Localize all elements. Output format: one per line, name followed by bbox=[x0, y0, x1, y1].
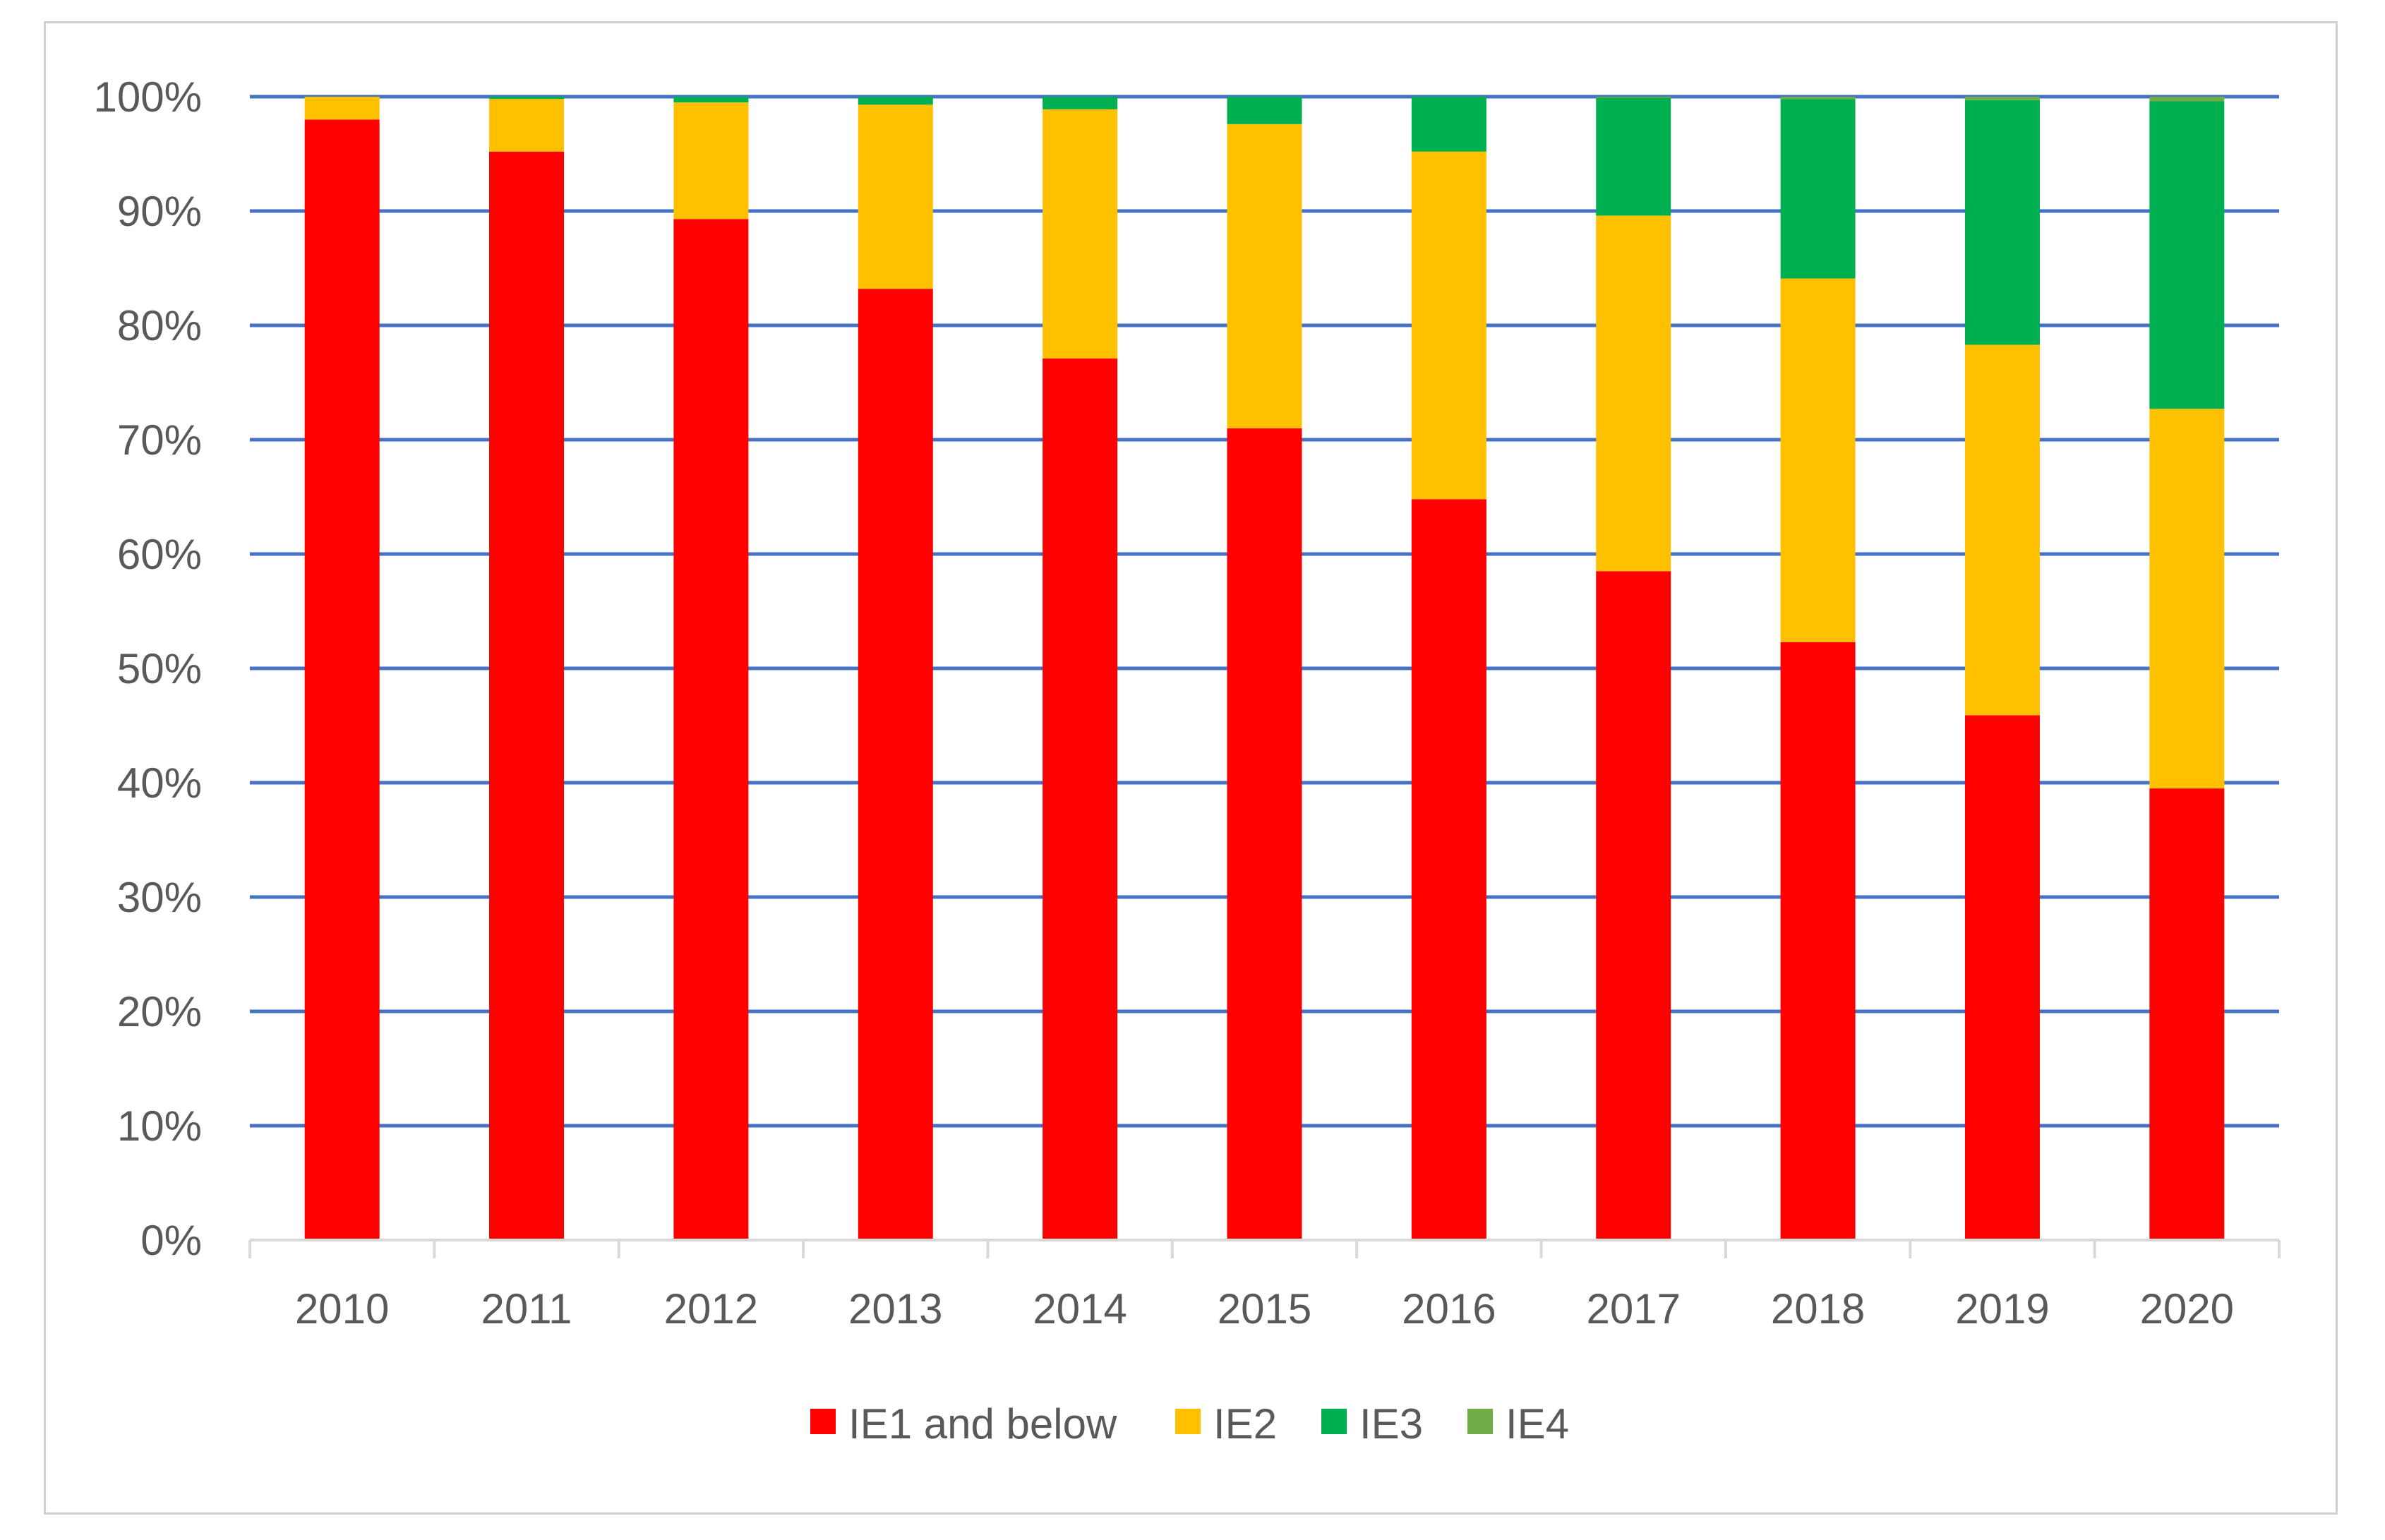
bar-segment bbox=[304, 97, 380, 120]
bar-segment bbox=[858, 289, 933, 1240]
bar-segment bbox=[1780, 99, 1856, 279]
bar-segment bbox=[1780, 97, 1856, 100]
legend-label: IE4 bbox=[1506, 1400, 1569, 1448]
x-tick-labels: 2010 2011 2012 2013 2014 2015 2016 2017 2018 2019… bbox=[295, 1285, 2234, 1333]
x-tick-label: 2020 bbox=[2140, 1285, 2234, 1333]
bar-segment bbox=[858, 104, 933, 289]
bar-segment bbox=[1043, 97, 1118, 109]
bar-segment bbox=[2149, 409, 2225, 789]
bar-segment bbox=[1043, 109, 1118, 359]
bar-segment bbox=[1227, 97, 1302, 124]
y-tick-label: 0% bbox=[140, 1217, 202, 1264]
bar-segment bbox=[1964, 344, 2040, 716]
bar-segment bbox=[673, 102, 749, 219]
legend-swatch bbox=[1175, 1409, 1201, 1434]
legend-label: IE1 and below bbox=[848, 1400, 1117, 1448]
bar-segment bbox=[489, 99, 565, 152]
bar-segment bbox=[1780, 278, 1856, 642]
bar-segment bbox=[489, 151, 565, 1240]
y-tick-label: 20% bbox=[117, 988, 202, 1035]
y-tick-label: 30% bbox=[117, 874, 202, 921]
x-tick-label: 2017 bbox=[1586, 1285, 1680, 1333]
y-tick-label: 100% bbox=[94, 73, 202, 121]
legend-label: IE3 bbox=[1359, 1400, 1423, 1448]
bar-segment bbox=[1964, 100, 2040, 345]
bar-segment bbox=[2149, 101, 2225, 409]
y-tick-label: 90% bbox=[117, 188, 202, 235]
bar-segment bbox=[2149, 97, 2225, 102]
x-tick-label: 2019 bbox=[1955, 1285, 2049, 1333]
x-tick-label: 2012 bbox=[664, 1285, 758, 1333]
bar-segment bbox=[1596, 215, 1671, 572]
bar-segment bbox=[1411, 97, 1486, 152]
y-tick-label: 60% bbox=[117, 531, 202, 578]
bar-segment bbox=[1227, 124, 1302, 428]
bar-segment bbox=[1411, 151, 1486, 500]
bar-segment bbox=[673, 97, 749, 103]
bar-segment bbox=[489, 97, 565, 100]
x-tick-label: 2013 bbox=[848, 1285, 942, 1333]
bar-segment bbox=[1780, 642, 1856, 1240]
legend-swatch bbox=[1467, 1409, 1493, 1434]
x-tick-label: 2015 bbox=[1218, 1285, 1311, 1333]
bar-segment bbox=[1964, 97, 2040, 100]
y-tick-label: 10% bbox=[117, 1102, 202, 1150]
legend-swatch bbox=[1321, 1409, 1347, 1434]
bar-segment bbox=[1227, 428, 1302, 1240]
x-tick-label: 2014 bbox=[1033, 1285, 1127, 1333]
bar-segment bbox=[1596, 97, 1671, 98]
x-tick-label: 2016 bbox=[1402, 1285, 1496, 1333]
axes bbox=[248, 1239, 2281, 1258]
y-tick-label: 50% bbox=[117, 645, 202, 692]
bar-segment bbox=[304, 119, 380, 1240]
legend: IE1 and below IE2 IE3 IE4 bbox=[810, 1400, 1569, 1448]
x-tick-label: 2011 bbox=[481, 1285, 572, 1333]
bar-segment bbox=[1043, 358, 1118, 1241]
bar-segment bbox=[2149, 788, 2225, 1240]
y-tick-label: 80% bbox=[117, 302, 202, 349]
legend-swatch bbox=[810, 1409, 836, 1434]
y-tick-labels: 0% 10% 20% 30% 40% 50% 60% 70% 80% 90% 100% bbox=[94, 73, 202, 1264]
bar-segment bbox=[1964, 715, 2040, 1240]
legend-label: IE2 bbox=[1213, 1400, 1277, 1448]
bar-segment bbox=[673, 219, 749, 1241]
bar-segment bbox=[858, 97, 933, 105]
y-tick-label: 40% bbox=[117, 759, 202, 807]
x-tick-label: 2018 bbox=[1771, 1285, 1865, 1333]
y-tick-label: 70% bbox=[117, 416, 202, 464]
x-tick-label: 2010 bbox=[295, 1285, 389, 1333]
bars bbox=[304, 97, 2225, 1241]
bar-segment bbox=[1596, 571, 1671, 1240]
bar-segment bbox=[1596, 97, 1671, 216]
chart-frame bbox=[44, 21, 2338, 1515]
bar-segment bbox=[1411, 499, 1486, 1240]
